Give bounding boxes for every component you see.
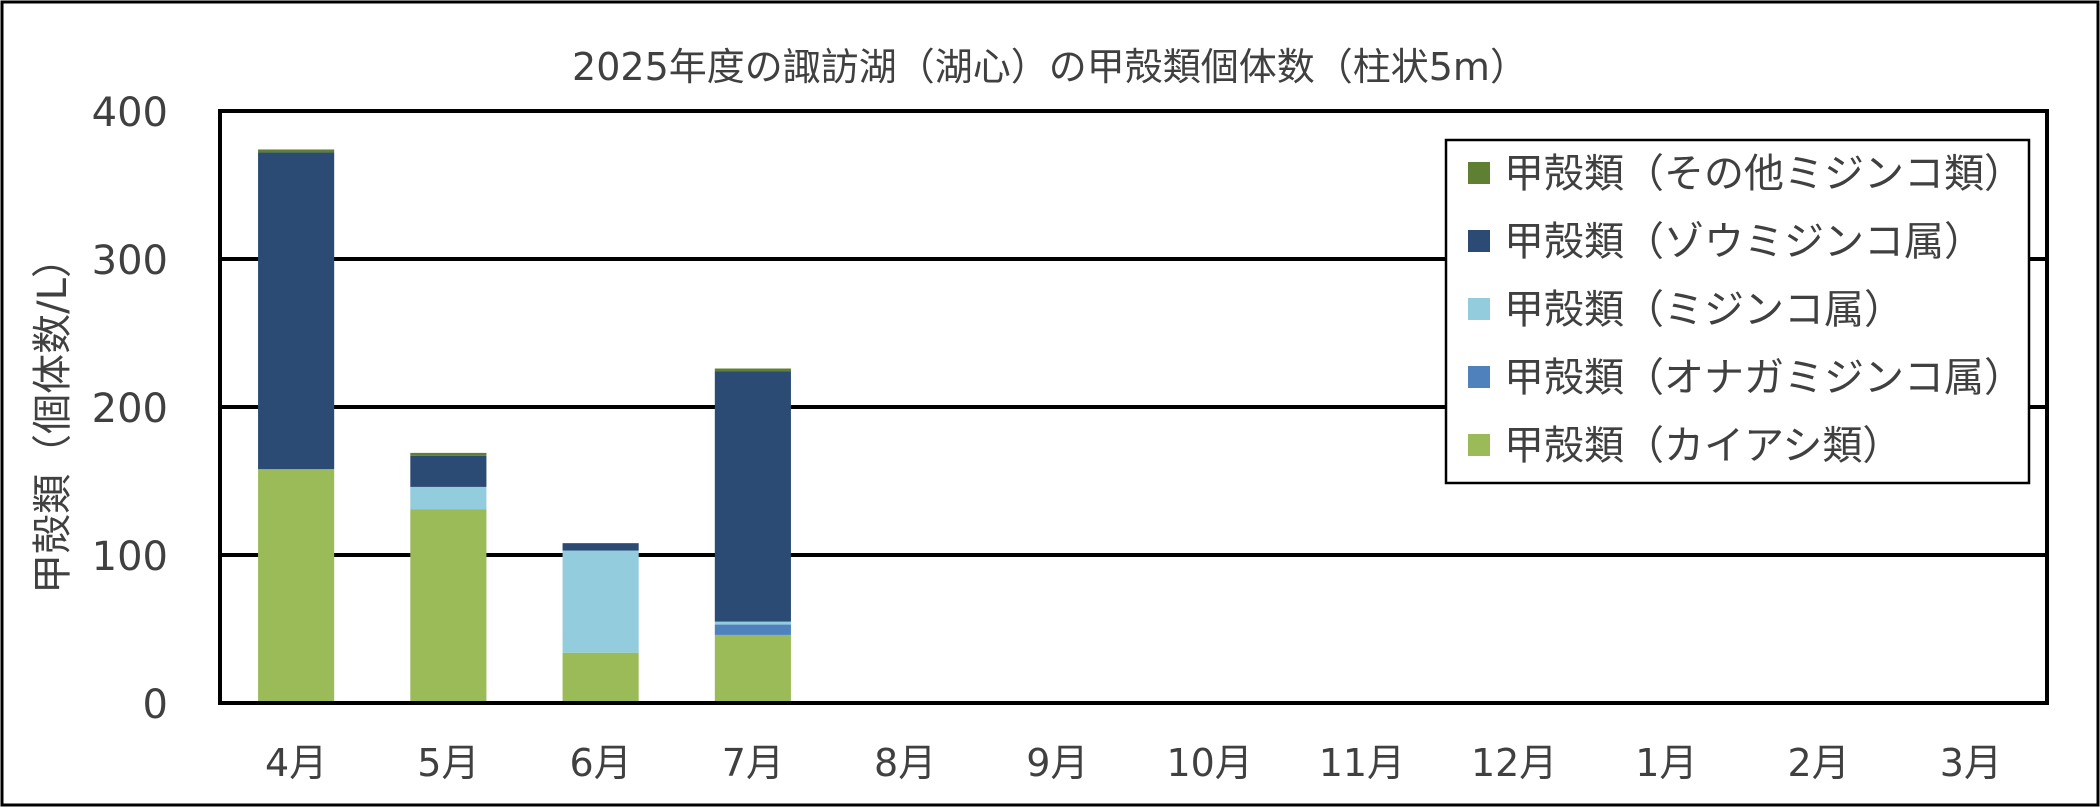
- y-tick-label: 200: [92, 386, 168, 432]
- bar-segment: [258, 469, 335, 703]
- x-tick-label: 1月: [1635, 741, 1697, 785]
- x-tick-label: 3月: [1940, 741, 2002, 785]
- legend-swatch: [1468, 230, 1490, 252]
- bar-segment: [562, 550, 639, 653]
- bar-segment: [258, 152, 335, 470]
- y-tick-label: 300: [92, 238, 168, 284]
- bar-segment: [410, 486, 487, 510]
- bar-segment: [258, 149, 335, 153]
- x-tick-label: 5月: [417, 741, 479, 785]
- x-tick-labels: 4月 5月 6月 7月 8月 9月 10月 11月 12月 1月 2月 3月: [265, 741, 2002, 785]
- x-tick-label: 4月: [265, 741, 327, 785]
- bar-segment: [714, 624, 791, 635]
- legend-label: 甲殻類（ミジンコ属）: [1504, 287, 1904, 333]
- x-tick-label: 6月: [570, 741, 632, 785]
- bars-group: [258, 149, 791, 703]
- legend-label: 甲殻類（ゾウミジンコ属）: [1504, 219, 1984, 265]
- bar-segment: [410, 455, 487, 487]
- bar-segment: [410, 452, 487, 456]
- bar-segment: [410, 509, 487, 703]
- chart-title: 2025年度の諏訪湖（湖心）の甲殻類個体数（柱状5m）: [572, 45, 1528, 89]
- x-tick-label: 7月: [722, 741, 784, 785]
- x-tick-label: 2月: [1788, 741, 1850, 785]
- bar-segment: [562, 652, 639, 703]
- legend-swatch: [1468, 162, 1490, 184]
- x-tick-label: 9月: [1026, 741, 1088, 785]
- x-tick-label: 8月: [874, 741, 936, 785]
- x-tick-label: 12月: [1471, 741, 1557, 785]
- legend-box: [1444, 138, 2031, 485]
- y-tick-label: 400: [92, 90, 168, 136]
- y-tick-label: 100: [92, 534, 168, 580]
- legend-label: 甲殻類（カイアシ類）: [1504, 423, 1902, 469]
- y-tick-label: 0: [143, 682, 168, 728]
- legend-swatch: [1468, 298, 1490, 320]
- legend-swatch: [1468, 434, 1490, 456]
- x-tick-label: 11月: [1319, 741, 1405, 785]
- legend-label: 甲殻類（その他ミジンコ類）: [1504, 151, 2024, 197]
- bar-segment: [562, 543, 639, 551]
- y-axis-label: 甲殻類（個体数/L）: [30, 238, 76, 594]
- legend-swatch: [1468, 366, 1490, 388]
- plot-area-border: [218, 109, 2049, 705]
- legend: 甲殻類（その他ミジンコ類） 甲殻類（ゾウミジンコ属） 甲殻類（ミジンコ属） 甲殻類（オ…: [1444, 138, 2031, 485]
- bar-segment: [714, 621, 791, 625]
- bar-segment: [714, 634, 791, 703]
- x-tick-label: 10月: [1166, 741, 1252, 785]
- y-tick-labels: 0 100 200 300 400: [92, 90, 168, 728]
- legend-label: 甲殻類（オナガミジンコ属）: [1504, 355, 2024, 401]
- bar-segment: [714, 368, 791, 372]
- bar-segment: [714, 371, 791, 622]
